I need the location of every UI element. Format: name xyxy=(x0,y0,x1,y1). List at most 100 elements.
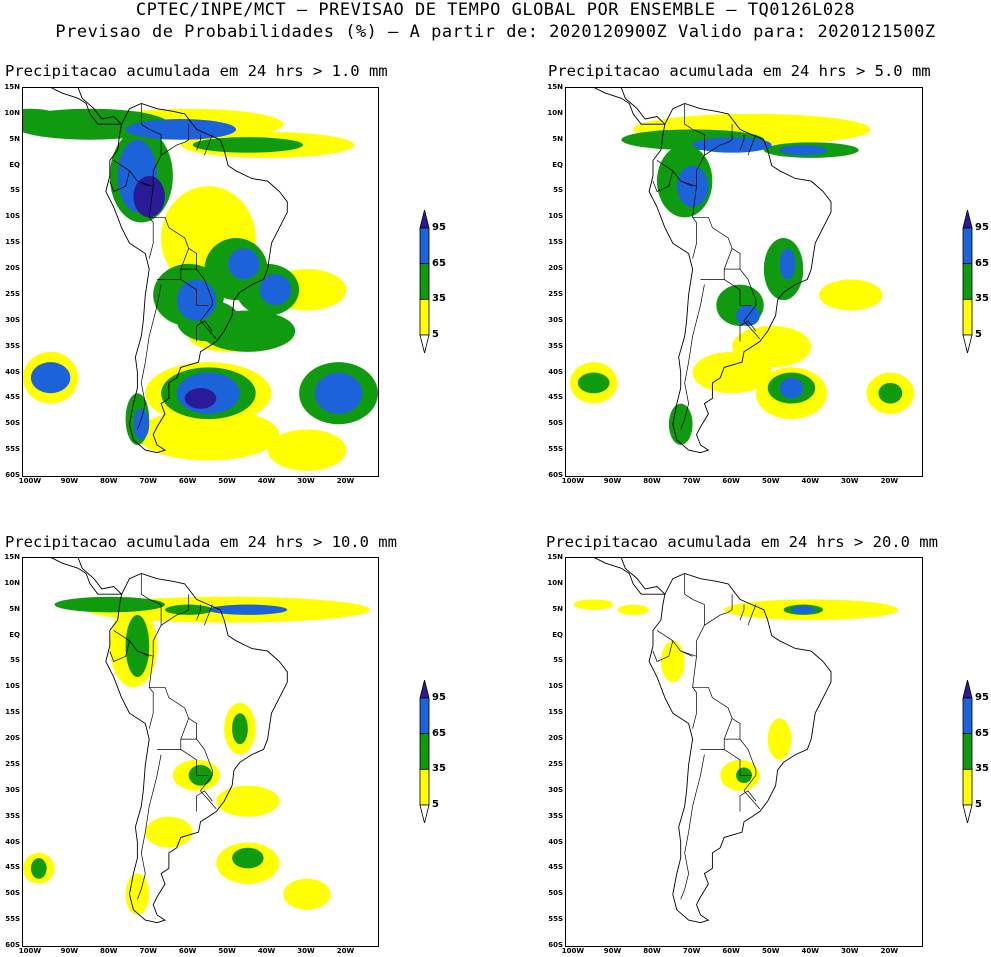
country-border xyxy=(140,573,162,626)
lon-tick-label: 90W xyxy=(60,947,79,955)
lat-tick-label: 60S xyxy=(548,471,563,479)
central-america-coastline xyxy=(593,558,667,595)
lon-tick-label: 80W xyxy=(100,947,118,955)
lat-tick-label: 30S xyxy=(5,785,20,794)
lat-tick-label: 15S xyxy=(5,708,20,717)
colorbar-segment xyxy=(419,298,430,336)
panel-3-title: Precipitacao acumulada em 24 hrs > 10.0 … xyxy=(5,533,397,551)
country-border xyxy=(137,284,162,430)
lat-tick-label: 45S xyxy=(5,863,20,872)
country-border xyxy=(148,217,154,259)
lon-tick-label: 70W xyxy=(682,947,701,955)
country-border xyxy=(652,630,674,662)
colorbar-level-label: 5 xyxy=(432,799,439,810)
lon-tick-label: 50W xyxy=(761,947,780,955)
south-america-coastline xyxy=(648,573,832,924)
lat-tick-label: 10N xyxy=(547,108,563,117)
colorbar-top-arrow xyxy=(419,680,430,699)
lon-tick-label: 90W xyxy=(603,947,622,955)
lat-tick-label: 5N xyxy=(552,604,563,613)
lat-tick-label: 35S xyxy=(5,811,20,820)
lat-tick-label: 35S xyxy=(548,341,563,350)
lat-tick-label: 25S xyxy=(5,759,20,768)
country-border xyxy=(652,160,674,192)
country-border xyxy=(739,134,745,151)
rain-probability-area xyxy=(184,388,217,409)
lon-tick-label: 80W xyxy=(100,477,118,485)
lat-tick-label: 10S xyxy=(548,682,563,691)
lon-tick-label: 50W xyxy=(761,477,780,485)
lon-tick-label: 70W xyxy=(139,477,157,485)
lon-tick-label: 20W xyxy=(336,477,355,485)
lat-tick-label: 5S xyxy=(10,186,20,195)
country-border xyxy=(204,134,213,156)
country-border xyxy=(680,284,705,430)
colorbar-svg xyxy=(962,680,973,823)
country-border xyxy=(196,320,213,342)
lon-tick-label: 30W xyxy=(297,477,315,485)
rain-probability-area xyxy=(232,713,248,745)
colorbar-level-label: 5 xyxy=(975,799,982,810)
colorbar-segment xyxy=(962,733,973,770)
colorbar-segment xyxy=(962,227,973,265)
panel-1-svg xyxy=(23,88,378,471)
colorbar-level-label: 95 xyxy=(432,222,446,233)
south-america-coastline xyxy=(105,103,288,454)
lat-tick-label: 15N xyxy=(4,83,20,91)
country-border xyxy=(137,754,162,900)
country-border xyxy=(680,754,705,900)
rain-probability-area xyxy=(573,599,614,610)
country-border xyxy=(140,103,162,156)
country-border xyxy=(180,718,209,776)
lat-tick-label: 5S xyxy=(553,186,563,195)
chart-subtitle: Previsao de Probabilidades (%) – A parti… xyxy=(55,22,936,42)
country-border xyxy=(672,640,693,657)
lon-tick-label: 50W xyxy=(218,477,236,485)
lat-tick-label: 50S xyxy=(5,419,20,428)
rain-probability-area xyxy=(660,640,685,683)
lat-tick-label: 15S xyxy=(5,238,20,247)
lat-tick-label: 5N xyxy=(9,604,20,613)
rain-probability-area xyxy=(30,362,71,394)
rain-probability-area xyxy=(692,351,772,394)
rain-probability-area xyxy=(791,605,816,614)
colorbar-segment xyxy=(962,768,973,806)
rain-probability-area xyxy=(314,372,363,414)
lon-tick-label: 50W xyxy=(218,947,236,955)
panel-2-title: Precipitacao acumulada em 24 hrs > 5.0 m… xyxy=(548,62,931,80)
panel-4-colorbar: 95 65 35 5 xyxy=(962,680,991,823)
lat-tick-label: EQ xyxy=(9,160,20,169)
lat-tick-label: 5N xyxy=(9,134,20,143)
lat-tick-label: 20S xyxy=(5,734,20,743)
country-border xyxy=(180,248,209,306)
rain-probability-area xyxy=(692,137,772,153)
colorbar-segment xyxy=(962,697,973,735)
rain-probability-area xyxy=(577,372,610,394)
country-border xyxy=(680,124,733,187)
lon-tick-label: 80W xyxy=(643,477,661,485)
lat-tick-label: 30S xyxy=(5,315,20,324)
rain-probability-area xyxy=(137,408,280,461)
colorbar-level-label: 35 xyxy=(975,293,989,305)
rain-probability-area xyxy=(23,108,63,130)
rain-probability-area xyxy=(125,119,236,140)
colorbar-level-label: 35 xyxy=(975,763,989,775)
panel-2-map xyxy=(565,87,923,477)
lat-tick-label: 15N xyxy=(547,553,563,561)
country-border xyxy=(672,170,693,187)
lon-tick-label: 40W xyxy=(257,477,276,485)
rain-probability-area xyxy=(145,816,193,848)
colorbar-level-label: 95 xyxy=(975,692,989,703)
lat-tick-label: 20S xyxy=(548,264,563,273)
lat-tick-label: 55S xyxy=(548,445,563,454)
country-border xyxy=(196,134,201,151)
lat-tick-label: 25S xyxy=(548,759,563,768)
lat-tick-label: 10S xyxy=(548,212,563,221)
country-border xyxy=(109,160,130,192)
lon-tick-label: 70W xyxy=(139,947,157,955)
country-border xyxy=(137,594,190,657)
central-america-coastline xyxy=(50,88,123,125)
lat-tick-label: 40S xyxy=(5,837,20,846)
lat-tick-label: 40S xyxy=(548,367,563,376)
lon-tick-label: 60W xyxy=(722,477,740,485)
